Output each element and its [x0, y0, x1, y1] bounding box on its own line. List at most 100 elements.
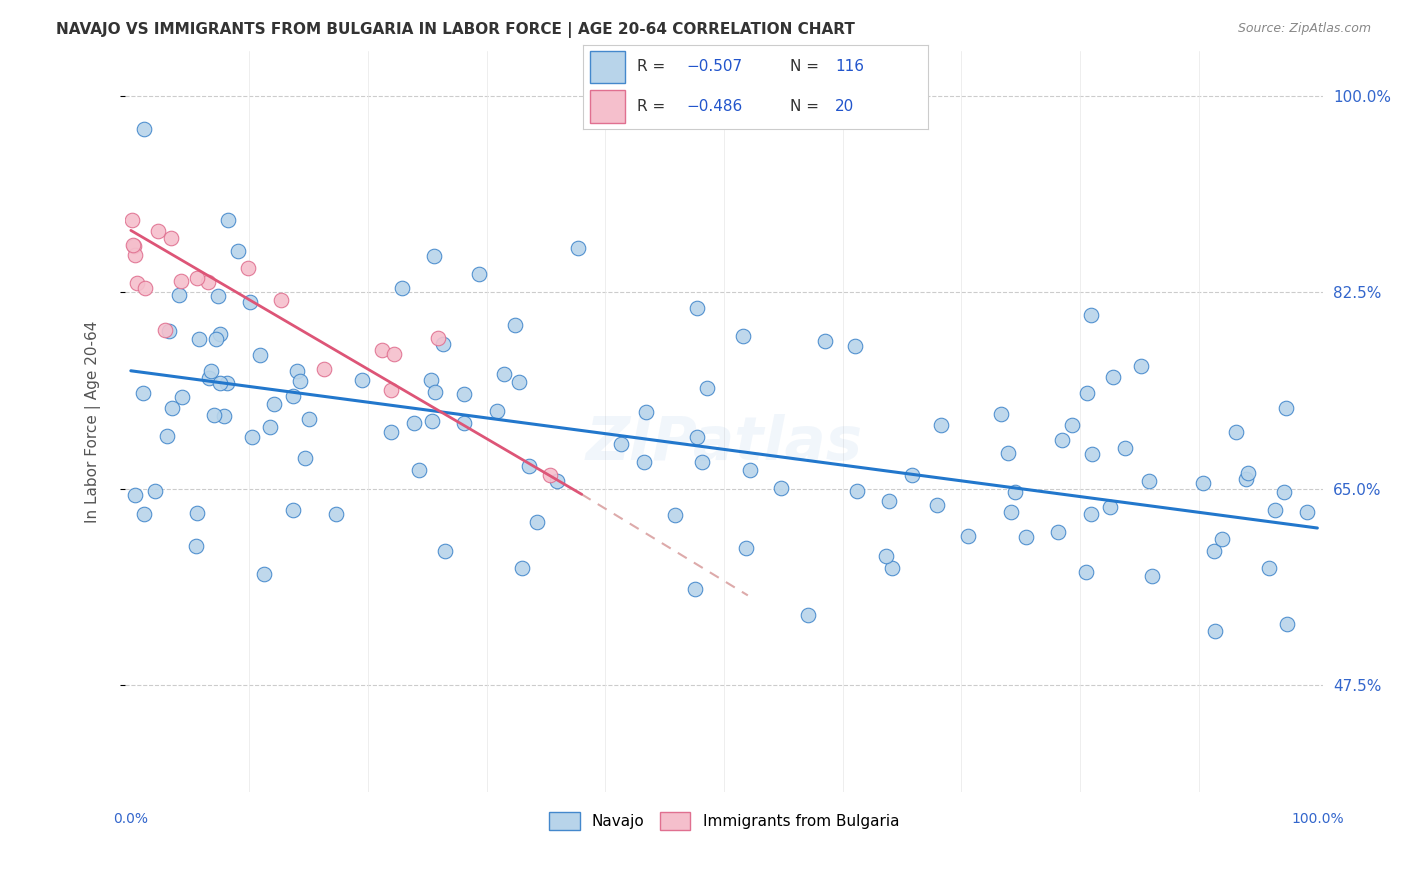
- Point: [371, 343, 394, 358]
- Point: [453, 387, 475, 401]
- Point: [408, 463, 430, 477]
- Point: [997, 446, 1019, 460]
- Text: R =: R =: [637, 99, 671, 114]
- Text: 116: 116: [835, 59, 863, 74]
- Point: [1129, 359, 1152, 373]
- Point: [1101, 370, 1123, 384]
- Point: [382, 347, 405, 361]
- Point: [546, 474, 568, 488]
- Point: [125, 276, 148, 290]
- Point: [1236, 466, 1258, 480]
- Point: [236, 261, 259, 276]
- Point: [1274, 401, 1296, 416]
- Point: [1296, 505, 1319, 519]
- Point: [312, 361, 335, 376]
- Point: [167, 288, 190, 302]
- Point: [1074, 565, 1097, 579]
- Point: [207, 288, 229, 302]
- Point: [686, 430, 709, 444]
- Point: [352, 373, 374, 387]
- Point: [1062, 418, 1084, 433]
- Text: −0.486: −0.486: [688, 99, 744, 114]
- Point: [1205, 624, 1227, 639]
- Point: [263, 396, 285, 410]
- Point: [420, 414, 443, 428]
- Point: [1080, 507, 1102, 521]
- Point: [325, 507, 347, 521]
- Point: [1015, 530, 1038, 544]
- Point: [770, 481, 793, 495]
- Point: [610, 437, 633, 451]
- FancyBboxPatch shape: [591, 51, 624, 83]
- Point: [146, 224, 169, 238]
- Point: [734, 541, 756, 555]
- Point: [131, 386, 153, 401]
- Point: [253, 566, 276, 581]
- Point: [208, 376, 231, 390]
- Point: [122, 239, 145, 253]
- Point: [538, 467, 561, 482]
- Point: [1137, 475, 1160, 489]
- Text: N =: N =: [790, 59, 824, 74]
- Point: [1004, 485, 1026, 500]
- Point: [738, 463, 761, 477]
- Text: 100.0%: 100.0%: [1291, 813, 1344, 826]
- Point: [420, 373, 443, 387]
- Point: [124, 488, 146, 502]
- Point: [900, 468, 922, 483]
- Point: [157, 324, 180, 338]
- Point: [1258, 560, 1281, 574]
- Point: [931, 418, 953, 433]
- Point: [380, 425, 402, 439]
- Legend: Navajo, Immigrants from Bulgaria: Navajo, Immigrants from Bulgaria: [543, 806, 905, 836]
- Point: [505, 318, 527, 333]
- Point: [143, 484, 166, 499]
- Point: [634, 405, 657, 419]
- Text: 0.0%: 0.0%: [114, 813, 149, 826]
- Point: [380, 383, 402, 397]
- Point: [1047, 524, 1070, 539]
- Point: [294, 450, 316, 465]
- Point: [202, 409, 225, 423]
- Point: [197, 275, 219, 289]
- Point: [797, 607, 820, 622]
- Point: [121, 213, 143, 227]
- Point: [426, 331, 449, 345]
- Point: [281, 389, 304, 403]
- Point: [453, 416, 475, 430]
- Point: [696, 381, 718, 395]
- Point: [425, 384, 447, 399]
- Point: [664, 508, 686, 522]
- Point: [172, 390, 194, 404]
- Point: [160, 231, 183, 245]
- Point: [1081, 447, 1104, 461]
- Point: [186, 271, 208, 285]
- Point: [239, 294, 262, 309]
- Point: [731, 328, 754, 343]
- Point: [1050, 433, 1073, 447]
- Point: [517, 458, 540, 473]
- Point: [1211, 532, 1233, 546]
- Point: [285, 363, 308, 377]
- Text: ZIPatlas: ZIPatlas: [585, 414, 863, 473]
- Point: [1080, 308, 1102, 322]
- Point: [814, 334, 837, 349]
- Point: [1225, 425, 1247, 439]
- Point: [132, 508, 155, 522]
- Point: [846, 484, 869, 499]
- Point: [153, 323, 176, 337]
- Point: [925, 498, 948, 512]
- Point: [1098, 500, 1121, 514]
- Point: [1140, 569, 1163, 583]
- Point: [156, 428, 179, 442]
- Point: [134, 280, 156, 294]
- Point: [198, 371, 221, 385]
- Point: [526, 515, 548, 529]
- Point: [184, 540, 207, 554]
- Point: [1114, 441, 1136, 455]
- Point: [433, 543, 456, 558]
- Point: [423, 249, 446, 263]
- Point: [485, 404, 508, 418]
- Point: [134, 122, 156, 136]
- Point: [259, 420, 281, 434]
